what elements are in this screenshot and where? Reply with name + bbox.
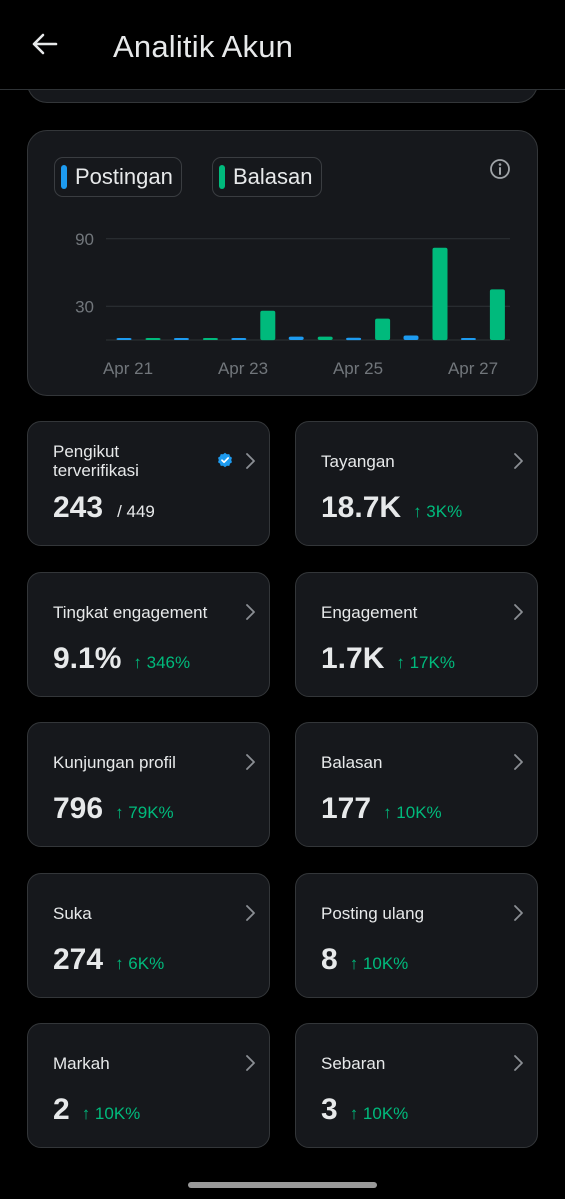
- stat-change: ↑ 10K%: [349, 954, 409, 973]
- stat-label: Engagement: [321, 603, 418, 622]
- bar-postingan-apr-21[interactable]: [116, 338, 132, 340]
- y-tick-label: 30: [75, 297, 94, 316]
- stat-value-row: 2 ↑ 10K%: [53, 1093, 140, 1127]
- stat-card-tingkat-engagement[interactable]: Tingkat engagement 9.1% ↑ 346%: [27, 572, 270, 697]
- stat-value-row: 1.7K ↑ 17K%: [321, 642, 455, 676]
- stat-label: Markah: [53, 1054, 110, 1073]
- stat-change: ↑ 10K%: [81, 1104, 141, 1123]
- bar-postingan-apr-26[interactable]: [403, 335, 419, 341]
- legend-balasan[interactable]: Balasan: [212, 157, 322, 197]
- stat-value-row: 177 ↑ 10K%: [321, 792, 442, 826]
- bar-postingan-apr-22[interactable]: [173, 338, 189, 340]
- home-indicator[interactable]: [188, 1182, 377, 1188]
- stat-change: ↑ 346%: [133, 653, 191, 672]
- chevron-right-icon: [246, 754, 255, 770]
- stat-card-suka[interactable]: Suka 274 ↑ 6K%: [27, 873, 270, 998]
- stat-label: Posting ulang: [321, 904, 425, 923]
- stat-value: 18.7K: [321, 491, 402, 524]
- stat-label: Sebaran: [321, 1054, 386, 1073]
- legend-postingan[interactable]: Postingan: [54, 157, 182, 197]
- stat-change: ↑ 10K%: [383, 803, 442, 822]
- bar-balasan-apr-25[interactable]: [375, 318, 391, 340]
- stat-label: Tayangan: [321, 452, 395, 471]
- bar-postingan-apr-24[interactable]: [288, 336, 304, 340]
- bar-balasan-apr-22[interactable]: [202, 338, 218, 340]
- chevron-right-icon: [514, 453, 523, 469]
- bar-postingan-apr-25[interactable]: [346, 337, 362, 341]
- arrow-left-icon: [32, 33, 58, 55]
- y-tick-label: 90: [75, 230, 94, 249]
- x-tick-label: Apr 27: [448, 359, 498, 378]
- bar-balasan-apr-21[interactable]: [145, 338, 161, 340]
- stat-value: 274: [53, 943, 104, 976]
- stat-label: Kunjungan profil: [53, 753, 176, 772]
- bar-balasan-apr-24[interactable]: [317, 336, 333, 340]
- legend-swatch-postingan: [61, 165, 67, 189]
- stat-total: / 449: [117, 502, 155, 521]
- stat-value-row: 243 / 449: [53, 491, 155, 525]
- legend-swatch-balasan: [219, 165, 225, 189]
- stat-change: ↑ 6K%: [115, 954, 165, 973]
- chevron-right-icon: [514, 604, 523, 620]
- chevron-right-icon: [246, 1055, 255, 1071]
- bar-balasan-apr-26[interactable]: [432, 247, 448, 341]
- stat-value: 796: [53, 792, 104, 825]
- chevron-right-icon: [246, 905, 255, 921]
- chevron-right-icon: [514, 1055, 523, 1071]
- stat-card-posting-ulang[interactable]: Posting ulang 8 ↑ 10K%: [295, 873, 538, 998]
- bar-chart: 90 30 Apr 21 Apr 23 Apr 25 Apr 27: [75, 230, 510, 378]
- stat-value: 177: [321, 792, 372, 825]
- stat-change: ↑ 79K%: [115, 803, 174, 822]
- stat-value-row: 8 ↑ 10K%: [321, 943, 408, 977]
- stat-card-balasan[interactable]: Balasan 177 ↑ 10K%: [295, 722, 538, 847]
- stat-value: 243: [53, 491, 104, 524]
- bar-postingan-apr-23[interactable]: [231, 338, 247, 340]
- stat-label: Suka: [53, 904, 92, 923]
- stat-change: ↑ 17K%: [396, 653, 455, 672]
- legend-label-postingan: Postingan: [75, 164, 173, 189]
- stat-card-kunjungan-profil[interactable]: Kunjungan profil 796 ↑ 79K%: [27, 722, 270, 847]
- stat-change: ↑ 10K%: [349, 1104, 409, 1123]
- x-tick-label: Apr 23: [218, 359, 268, 378]
- stat-value: 8: [321, 943, 338, 976]
- chevron-right-icon: [246, 604, 255, 620]
- info-icon[interactable]: [489, 158, 511, 180]
- back-button[interactable]: [26, 26, 62, 62]
- stat-value-row: 3 ↑ 10K%: [321, 1093, 408, 1127]
- stat-card-markah[interactable]: Markah 2 ↑ 10K%: [27, 1023, 270, 1148]
- stat-value-row: 9.1% ↑ 346%: [53, 642, 190, 676]
- page-title: Analitik Akun: [113, 29, 294, 64]
- stat-value-row: 274 ↑ 6K%: [53, 943, 164, 977]
- stat-value: 9.1%: [53, 642, 122, 675]
- stat-value: 1.7K: [321, 642, 385, 675]
- chevron-right-icon: [514, 905, 523, 921]
- stat-card-tayangan[interactable]: Tayangan 18.7K ↑ 3K%: [295, 421, 538, 546]
- bar-balasan-apr-27[interactable]: [489, 289, 505, 340]
- stat-value-row: 18.7K ↑ 3K%: [321, 491, 462, 525]
- stat-label: Pengikut terverifikasi: [53, 442, 139, 480]
- stat-change: ↑ 3K%: [413, 502, 463, 521]
- x-tick-label: Apr 25: [333, 359, 383, 378]
- stat-label: Tingkat engagement: [53, 603, 208, 622]
- stat-card-pengikut-terverifikasi[interactable]: Pengikut terverifikasi 243 / 449: [27, 421, 270, 546]
- x-tick-label: Apr 21: [103, 359, 153, 378]
- legend-label-balasan: Balasan: [233, 164, 313, 189]
- verified-badge-icon: [218, 452, 232, 468]
- chevron-right-icon: [514, 754, 523, 770]
- bar-postingan-apr-27[interactable]: [460, 338, 476, 340]
- bar-balasan-apr-23[interactable]: [260, 310, 276, 341]
- stat-value-row: 796 ↑ 79K%: [53, 792, 174, 826]
- stat-value: 2: [53, 1093, 70, 1126]
- stat-label: Balasan: [321, 753, 383, 772]
- activity-chart-card: 90 30 Apr 21 Apr 23 Apr 25 Apr 27 Postingan B…: [27, 130, 538, 396]
- chevron-right-icon: [246, 453, 255, 469]
- stat-value: 3: [321, 1093, 338, 1126]
- app-header: Analitik Akun: [0, 0, 565, 90]
- stat-card-engagement[interactable]: Engagement 1.7K ↑ 17K%: [295, 572, 538, 697]
- stat-card-sebaran[interactable]: Sebaran 3 ↑ 10K%: [295, 1023, 538, 1148]
